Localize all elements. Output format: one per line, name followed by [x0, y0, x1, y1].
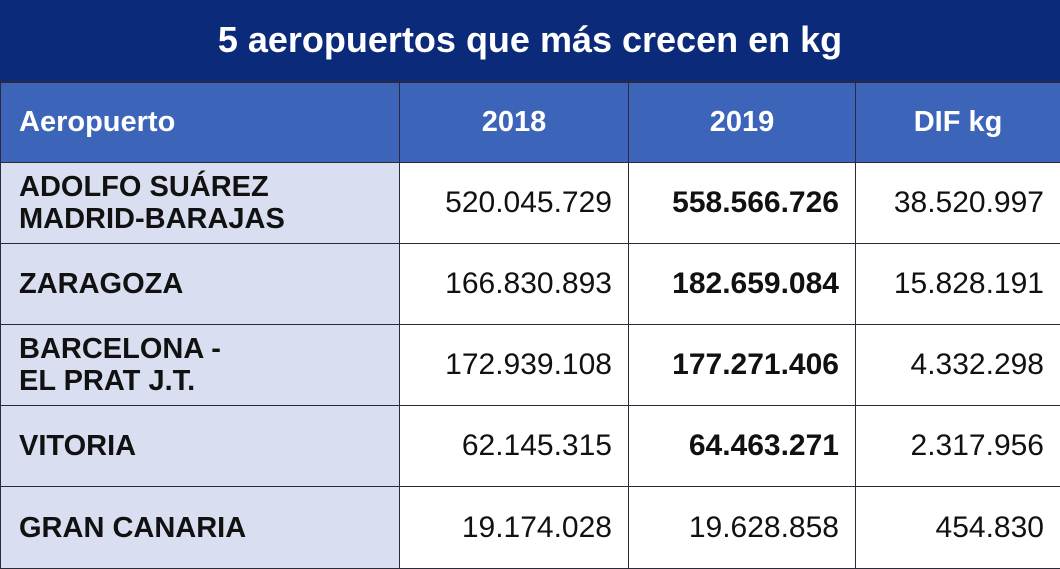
table-row: BARCELONA -EL PRAT J.T. 172.939.108 177.… [1, 325, 1060, 406]
airport-name-line2: MADRID-BARAJAS [19, 203, 399, 235]
value-2019: 177.271.406 [629, 325, 856, 406]
airport-name: VITORIA [1, 406, 400, 487]
value-diff: 2.317.956 [856, 406, 1060, 487]
value-diff: 4.332.298 [856, 325, 1060, 406]
airports-table: Aeropuerto 2018 2019 DIF kg ADOLFO SUÁRE… [0, 82, 1060, 569]
value-2018: 520.045.729 [400, 163, 629, 244]
airport-name: BARCELONA -EL PRAT J.T. [1, 325, 400, 406]
value-2018: 172.939.108 [400, 325, 629, 406]
value-diff: 454.830 [856, 487, 1060, 569]
table-row: GRAN CANARIA 19.174.028 19.628.858 454.8… [1, 487, 1060, 569]
airport-name-line1: GRAN CANARIA [19, 512, 246, 544]
value-2019: 558.566.726 [629, 163, 856, 244]
value-2018: 166.830.893 [400, 244, 629, 325]
airport-name-line1: ADOLFO SUÁREZ [19, 171, 269, 203]
value-diff: 15.828.191 [856, 244, 1060, 325]
airport-name-line1: VITORIA [19, 430, 136, 462]
value-diff: 38.520.997 [856, 163, 1060, 244]
table-title: 5 aeropuertos que más crecen en kg [0, 0, 1060, 82]
header-2019: 2019 [629, 83, 856, 163]
table-row: ZARAGOZA 166.830.893 182.659.084 15.828.… [1, 244, 1060, 325]
header-row: Aeropuerto 2018 2019 DIF kg [1, 83, 1060, 163]
header-2018: 2018 [400, 83, 629, 163]
value-2019: 182.659.084 [629, 244, 856, 325]
header-airport: Aeropuerto [1, 83, 400, 163]
airport-name-line2: EL PRAT J.T. [19, 365, 399, 397]
header-diff: DIF kg [856, 83, 1060, 163]
airport-name: ZARAGOZA [1, 244, 400, 325]
value-2019: 19.628.858 [629, 487, 856, 569]
value-2018: 62.145.315 [400, 406, 629, 487]
value-2018: 19.174.028 [400, 487, 629, 569]
airport-name-line1: BARCELONA - [19, 333, 221, 365]
table-row: VITORIA 62.145.315 64.463.271 2.317.956 [1, 406, 1060, 487]
airport-name-line1: ZARAGOZA [19, 268, 183, 300]
airport-name: GRAN CANARIA [1, 487, 400, 569]
value-2019: 64.463.271 [629, 406, 856, 487]
